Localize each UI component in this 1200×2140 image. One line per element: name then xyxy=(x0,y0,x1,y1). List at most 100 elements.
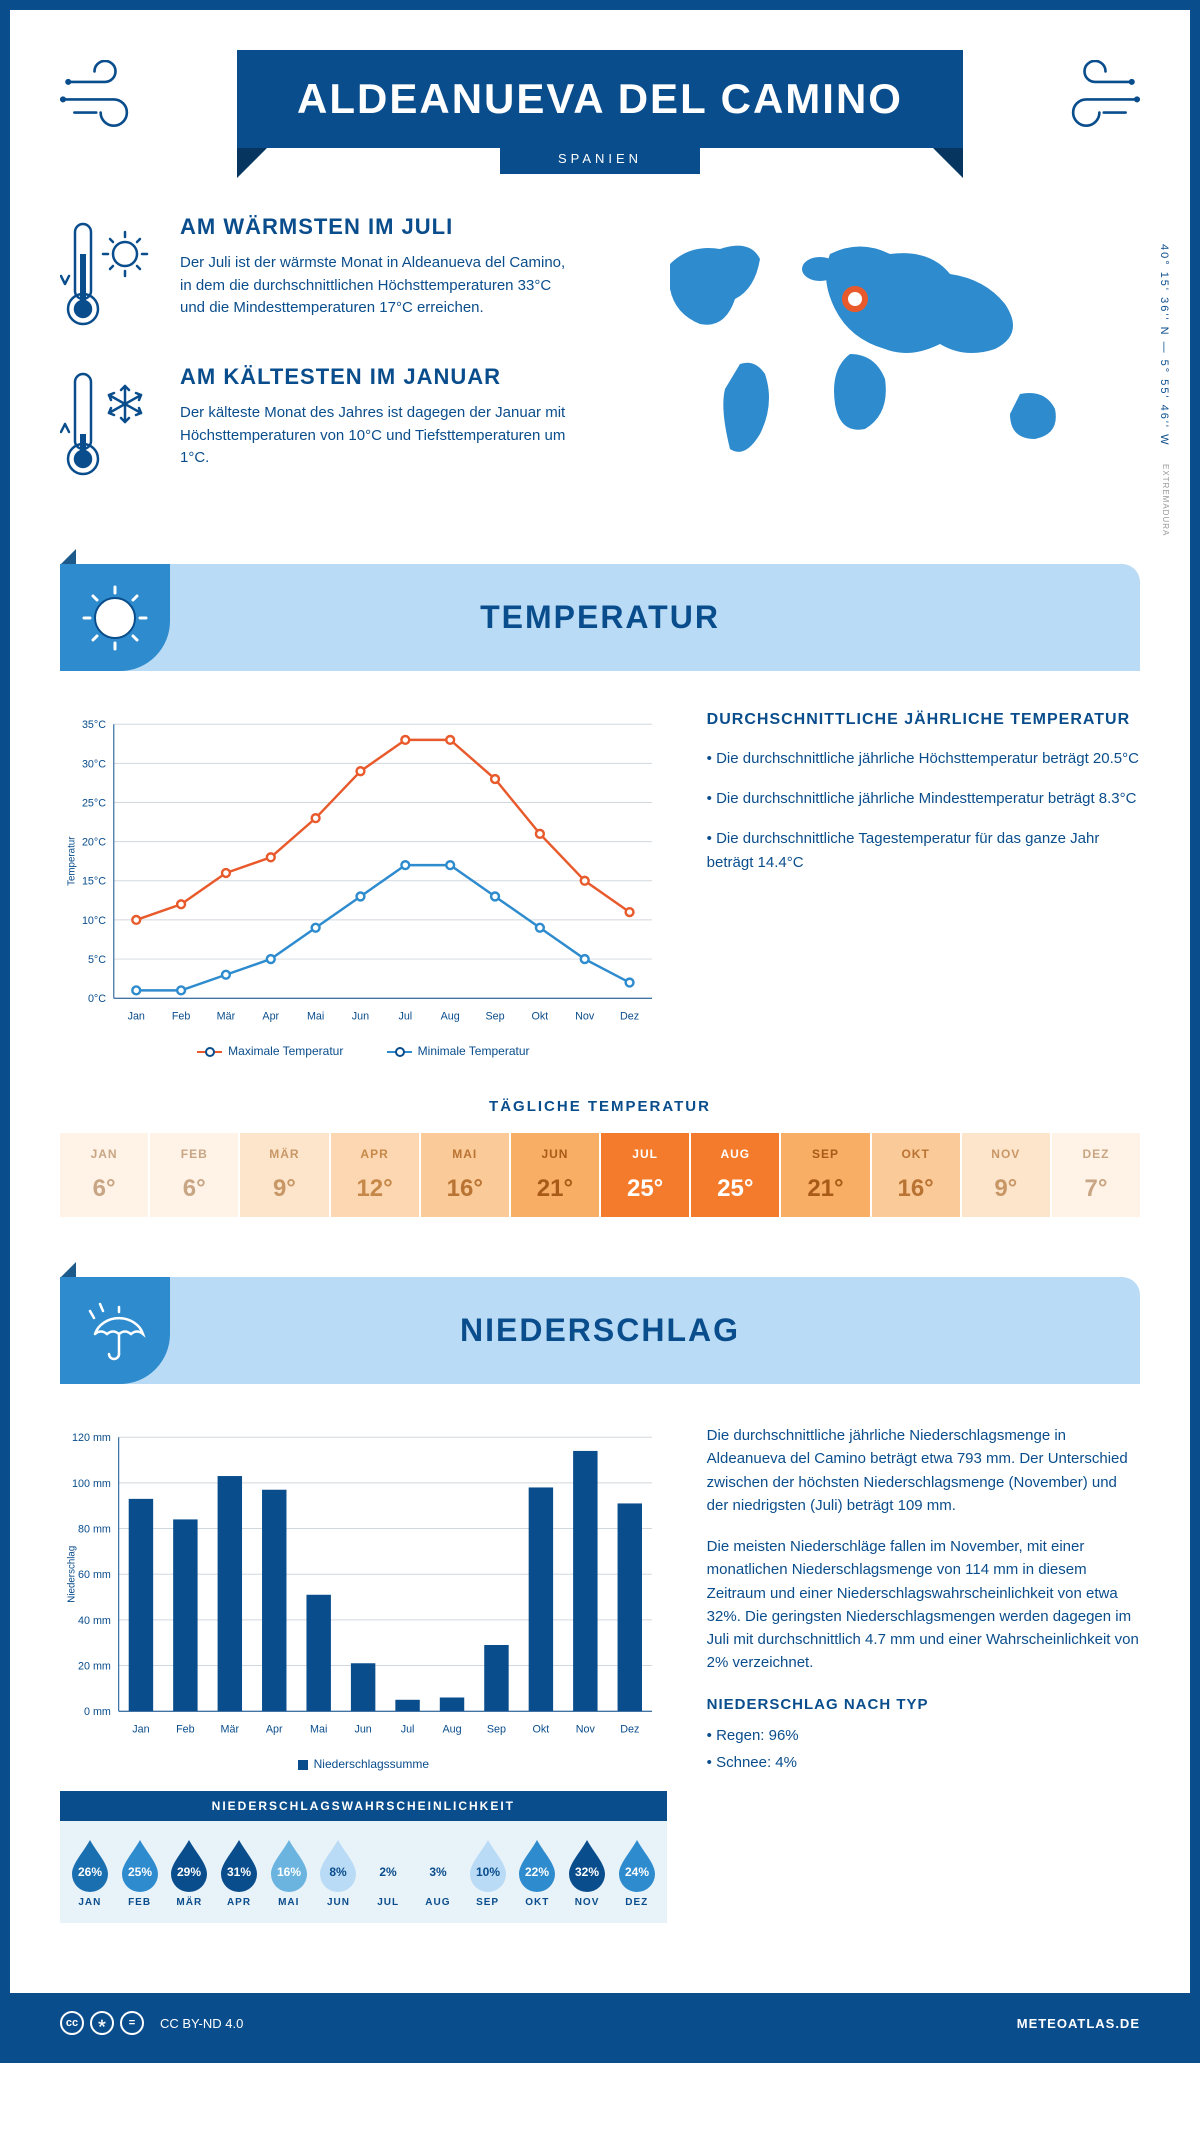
probability-drop: 10%SEP xyxy=(463,1836,513,1908)
svg-text:5°C: 5°C xyxy=(88,954,106,966)
license-text: CC BY-ND 4.0 xyxy=(160,2016,243,2031)
temp-cell: JUL25° xyxy=(601,1133,689,1217)
fact-warm-text: Der Juli ist der wärmste Monat in Aldean… xyxy=(180,252,580,320)
svg-text:20 mm: 20 mm xyxy=(78,1660,111,1672)
probability-drop: 32%NOV xyxy=(562,1836,612,1908)
probability-drop: 31%APR xyxy=(214,1836,264,1908)
svg-text:40 mm: 40 mm xyxy=(78,1615,111,1627)
probability-drop: 22%OKT xyxy=(512,1836,562,1908)
svg-text:Dez: Dez xyxy=(620,1011,639,1023)
fact-cold-text: Der kälteste Monat des Jahres ist dagege… xyxy=(180,402,580,470)
temp-bullets: • Die durchschnittliche jährliche Höchst… xyxy=(707,747,1140,875)
legend-max: Maximale Temperatur xyxy=(228,1044,343,1058)
footer: cc 🞰 = CC BY-ND 4.0 METEOATLAS.DE xyxy=(10,1993,1190,2053)
nd-icon: = xyxy=(120,2011,144,2035)
svg-text:60 mm: 60 mm xyxy=(78,1569,111,1581)
temperature-banner: TEMPERATUR xyxy=(60,564,1140,671)
precip-probability-box: NIEDERSCHLAGSWAHRSCHEINLICHKEIT 26%JAN25… xyxy=(60,1791,667,1923)
precip-type: • Schnee: 4% xyxy=(707,1751,1140,1774)
svg-text:29%: 29% xyxy=(177,1865,201,1879)
wind-icon-left xyxy=(60,60,150,130)
temp-cell: JAN6° xyxy=(60,1133,148,1217)
probability-drop: 25%FEB xyxy=(115,1836,165,1908)
precip-type-title: NIEDERSCHLAG NACH TYP xyxy=(707,1693,1140,1716)
svg-text:10°C: 10°C xyxy=(82,915,106,927)
svg-text:Apr: Apr xyxy=(262,1011,279,1023)
page-title: ALDEANUEVA DEL CAMINO xyxy=(237,50,963,148)
world-map xyxy=(620,214,1140,484)
probability-drop: 26%JAN xyxy=(65,1836,115,1908)
daily-temp-title: TÄGLICHE TEMPERATUR xyxy=(60,1098,1140,1115)
svg-text:Sep: Sep xyxy=(487,1724,506,1736)
svg-text:100 mm: 100 mm xyxy=(72,1478,111,1490)
temp-cell: FEB6° xyxy=(150,1133,238,1217)
temp-cell: OKT16° xyxy=(872,1133,960,1217)
svg-text:31%: 31% xyxy=(227,1865,251,1879)
svg-text:Niederschlag: Niederschlag xyxy=(67,1546,78,1603)
svg-text:3%: 3% xyxy=(429,1865,447,1879)
precip-types: • Regen: 96% • Schnee: 4% xyxy=(707,1724,1140,1775)
temp-banner-text: TEMPERATUR xyxy=(480,599,720,635)
header: ALDEANUEVA DEL CAMINO SPANIEN xyxy=(60,50,1140,174)
temp-cell: NOV9° xyxy=(962,1133,1050,1217)
svg-text:Apr: Apr xyxy=(266,1724,283,1736)
region-label: EXTREMADURA xyxy=(1161,464,1170,536)
probability-drop: 16%MAI xyxy=(264,1836,314,1908)
svg-text:Jun: Jun xyxy=(352,1011,369,1023)
svg-text:15°C: 15°C xyxy=(82,876,106,888)
precip-legend-label: Niederschlagssumme xyxy=(314,1757,429,1771)
svg-text:Nov: Nov xyxy=(575,1011,595,1023)
svg-text:10%: 10% xyxy=(476,1865,500,1879)
precip-type: • Regen: 96% xyxy=(707,1724,1140,1747)
temp-cell: APR12° xyxy=(331,1133,419,1217)
probability-drop: 24%DEZ xyxy=(612,1836,662,1908)
svg-text:Dez: Dez xyxy=(620,1724,639,1736)
svg-text:Temperatur: Temperatur xyxy=(67,836,78,886)
coordinates: 40° 15' 36'' N — 5° 55' 46'' W xyxy=(1158,244,1170,446)
svg-text:35°C: 35°C xyxy=(82,719,106,731)
svg-text:Jul: Jul xyxy=(398,1011,412,1023)
svg-text:20°C: 20°C xyxy=(82,837,106,849)
svg-text:Mai: Mai xyxy=(307,1011,324,1023)
svg-text:120 mm: 120 mm xyxy=(72,1432,111,1444)
temp-bullet: • Die durchschnittliche jährliche Höchst… xyxy=(707,747,1140,771)
probability-drop: 2%JUL xyxy=(363,1836,413,1908)
svg-text:8%: 8% xyxy=(330,1865,348,1879)
temp-legend: Maximale Temperatur Minimale Temperatur xyxy=(60,1044,667,1058)
daily-temp-table: JAN6°FEB6°MÄR9°APR12°MAI16°JUN21°JUL25°A… xyxy=(60,1133,1140,1217)
svg-text:Mär: Mär xyxy=(217,1011,236,1023)
intro-section: AM WÄRMSTEN IM JULI Der Juli ist der wär… xyxy=(60,214,1140,514)
probability-drop: 29%MÄR xyxy=(164,1836,214,1908)
precipitation-banner: NIEDERSCHLAG xyxy=(60,1277,1140,1384)
svg-text:Sep: Sep xyxy=(485,1011,504,1023)
svg-text:25°C: 25°C xyxy=(82,797,106,809)
svg-text:24%: 24% xyxy=(625,1865,649,1879)
temp-cell: SEP21° xyxy=(781,1133,869,1217)
svg-text:Aug: Aug xyxy=(441,1011,460,1023)
precip-banner-text: NIEDERSCHLAG xyxy=(460,1312,740,1348)
fact-warmest: AM WÄRMSTEN IM JULI Der Juli ist der wär… xyxy=(60,214,580,334)
svg-text:25%: 25% xyxy=(128,1865,152,1879)
svg-text:Aug: Aug xyxy=(442,1724,461,1736)
svg-text:Feb: Feb xyxy=(176,1724,195,1736)
svg-text:0 mm: 0 mm xyxy=(84,1706,111,1718)
fact-cold-title: AM KÄLTESTEN IM JANUAR xyxy=(180,364,580,390)
temp-cell: AUG25° xyxy=(691,1133,779,1217)
thermometer-hot-icon xyxy=(60,214,160,334)
svg-text:Mai: Mai xyxy=(310,1724,327,1736)
temp-cell: JUN21° xyxy=(511,1133,599,1217)
svg-text:22%: 22% xyxy=(525,1865,549,1879)
precipitation-chart: 0 mm20 mm40 mm60 mm80 mm100 mm120 mmJanF… xyxy=(60,1424,667,1744)
legend-min: Minimale Temperatur xyxy=(418,1044,530,1058)
svg-text:Nov: Nov xyxy=(576,1724,596,1736)
sun-icon xyxy=(60,564,170,671)
svg-text:Jul: Jul xyxy=(401,1724,415,1736)
umbrella-icon xyxy=(60,1277,170,1384)
probability-drop: 3%AUG xyxy=(413,1836,463,1908)
temp-bullet: • Die durchschnittliche Tagestemperatur … xyxy=(707,827,1140,875)
thermometer-cold-icon xyxy=(60,364,160,484)
license-badges: cc 🞰 = CC BY-ND 4.0 xyxy=(60,2011,243,2035)
probability-drop: 8%JUN xyxy=(314,1836,364,1908)
by-icon: 🞰 xyxy=(90,2011,114,2035)
temperature-chart: 0°C5°C10°C15°C20°C25°C30°C35°CJanFebMärA… xyxy=(60,711,667,1031)
